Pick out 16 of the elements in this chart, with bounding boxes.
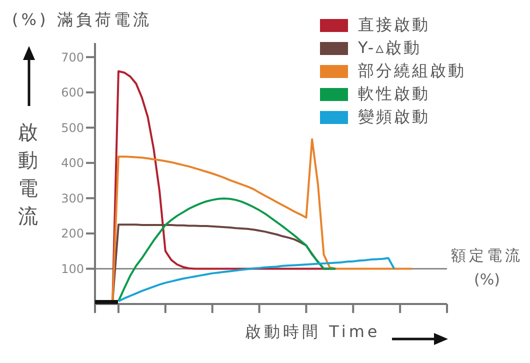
legend-label: Y-▵啟動 [358, 38, 422, 59]
y-tick-label: 600 [61, 86, 84, 100]
y-tick-label: 100 [61, 262, 84, 276]
legend-label: 變頻啟動 [358, 107, 430, 128]
legend-label: 部分繞組啟動 [358, 61, 466, 82]
y-tick-label: 500 [61, 120, 84, 135]
legend-label: 軟性啟動 [358, 84, 430, 105]
ref-line-label: 額定電流 (%) [451, 246, 523, 289]
y-tick-label: 400 [61, 156, 84, 170]
legend-label: 直接啟動 [358, 15, 430, 36]
chart-title: (%) 滿負荷電流 [12, 10, 152, 31]
y-axis-title: 啟動電流 [17, 119, 39, 230]
y-tick-label: 700 [61, 50, 84, 64]
y-tick-label: 200 [61, 226, 84, 241]
y-tick-label: 300 [61, 191, 84, 206]
x-axis-title: 啟動時間 Time [245, 322, 380, 343]
